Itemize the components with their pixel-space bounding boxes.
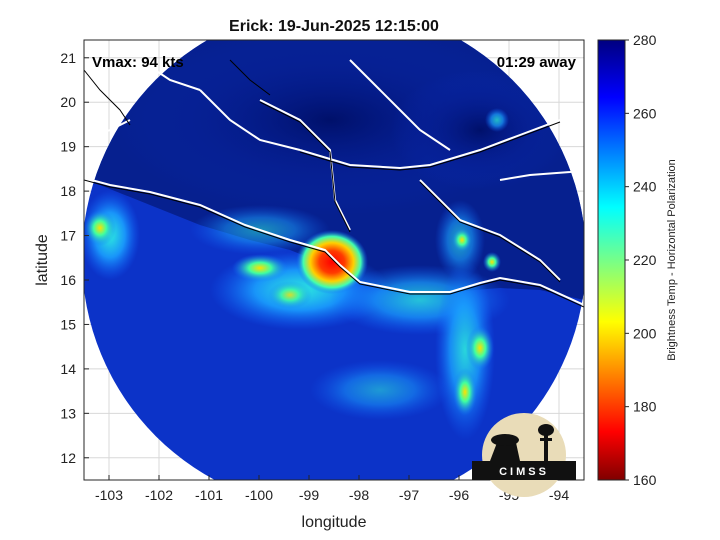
colorbar-tick-label: 280 [633,32,657,48]
colorbar-tick-label: 220 [633,252,657,268]
x-tick-label: -97 [399,487,419,503]
y-tick-label: 14 [60,361,76,377]
y-tick-labels: 12 13 14 15 16 17 18 19 20 21 [60,50,76,466]
colorbar-label: Brightness Temp - Horizontal Polarizatio… [666,159,678,361]
coastline-borders [84,59,584,306]
colorbar: 160 180 200 220 240 260 280 Brightness Temp - … [597,32,678,488]
x-tick-labels: -103 -102 -101 -100 -99 -98 -97 -96 -95 -94 [95,487,569,503]
colorbar-tick-label: 180 [633,399,657,415]
colorbar-tick-label: 200 [633,325,657,341]
y-tick-label: 20 [60,94,76,110]
colorbar-tick-label: 260 [633,105,657,121]
y-tick-label: 16 [60,272,76,288]
y-tick-label: 18 [60,183,76,199]
x-tick-label: -101 [195,487,223,503]
axes-frame [83,39,585,481]
brightness-temp-swath [84,40,584,480]
colorbar-tick-label: 240 [633,179,657,195]
cimss-logo-text: CIMSS [499,466,549,478]
x-axis-label: longitude [302,514,367,531]
y-tick-label: 12 [60,450,76,466]
y-tick-label: 15 [60,316,76,332]
chart-title: Erick: 19-Jun-2025 12:15:00 [229,18,439,35]
coastline-borders-dark [84,59,584,308]
x-tick-label: -98 [349,487,369,503]
x-tick-label: -94 [549,487,569,503]
x-tick-label: -102 [145,487,173,503]
y-tick-label: 17 [60,228,76,244]
x-tick-label: -96 [449,487,469,503]
x-tick-label: -103 [95,487,123,503]
time-away-label: 01:29 away [497,54,577,71]
vmax-label: Vmax: 94 kts [92,54,184,71]
y-tick-label: 19 [60,139,76,155]
cimss-logo: CIMSS [472,413,576,497]
y-tick-label: 21 [60,50,76,66]
x-tick-label: -100 [245,487,273,503]
y-axis-label: latitude [34,234,51,286]
colorbar-tick-label: 160 [633,472,657,488]
colorbar-gradient [597,39,626,481]
x-tick-label: -99 [299,487,319,503]
y-tick-label: 13 [60,405,76,421]
